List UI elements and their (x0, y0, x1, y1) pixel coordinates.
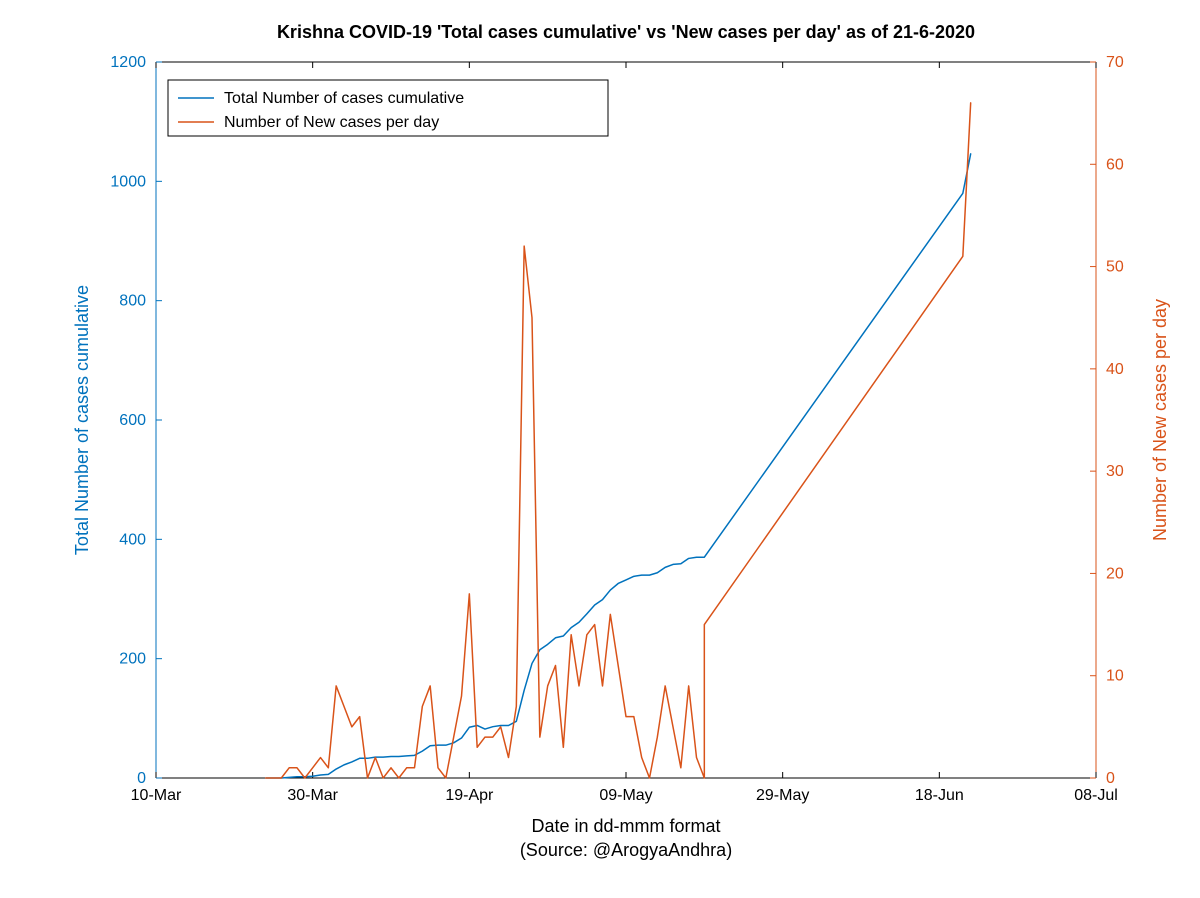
y-left-axis-label: Total Number of cases cumulative (72, 285, 92, 555)
y-left-tick-label: 400 (119, 531, 146, 548)
x-tick-label: 10-Mar (131, 787, 182, 804)
chart-container: Krishna COVID-19 'Total cases cumulative… (0, 0, 1200, 898)
y-left-tick-label: 800 (119, 293, 146, 310)
x-axis-label-1: Date in dd-mmm format (531, 816, 720, 836)
y-left-tick-label: 1000 (110, 173, 146, 190)
chart-svg: Krishna COVID-19 'Total cases cumulative… (0, 0, 1200, 898)
y-right-tick-label: 30 (1106, 463, 1124, 480)
x-tick-label: 18-Jun (915, 787, 964, 804)
y-left-tick-label: 200 (119, 651, 146, 668)
y-right-tick-label: 60 (1106, 156, 1124, 173)
y-left-tick-label: 0 (137, 770, 146, 787)
x-tick-label: 19-Apr (445, 787, 494, 804)
y-right-axis-label: Number of New cases per day (1150, 299, 1170, 541)
x-tick-label: 30-Mar (287, 787, 338, 804)
series-line-cumulative (266, 154, 971, 778)
y-left-tick-label: 1200 (110, 54, 146, 71)
x-tick-label: 08-Jul (1074, 787, 1118, 804)
chart-title: Krishna COVID-19 'Total cases cumulative… (277, 22, 975, 42)
x-tick-label: 29-May (756, 787, 809, 804)
y-right-tick-label: 50 (1106, 259, 1124, 276)
y-right-tick-label: 70 (1106, 54, 1124, 71)
x-axis-label-2: (Source: @ArogyaAndhra) (520, 840, 732, 860)
legend-label: Number of New cases per day (224, 114, 439, 131)
y-right-tick-label: 40 (1106, 361, 1124, 378)
y-right-tick-label: 20 (1106, 565, 1124, 582)
legend-label: Total Number of cases cumulative (224, 90, 464, 107)
series-line-new-cases (266, 103, 971, 778)
y-right-tick-label: 0 (1106, 770, 1115, 787)
x-tick-label: 09-May (599, 787, 652, 804)
y-right-tick-label: 10 (1106, 668, 1124, 685)
y-left-tick-label: 600 (119, 412, 146, 429)
